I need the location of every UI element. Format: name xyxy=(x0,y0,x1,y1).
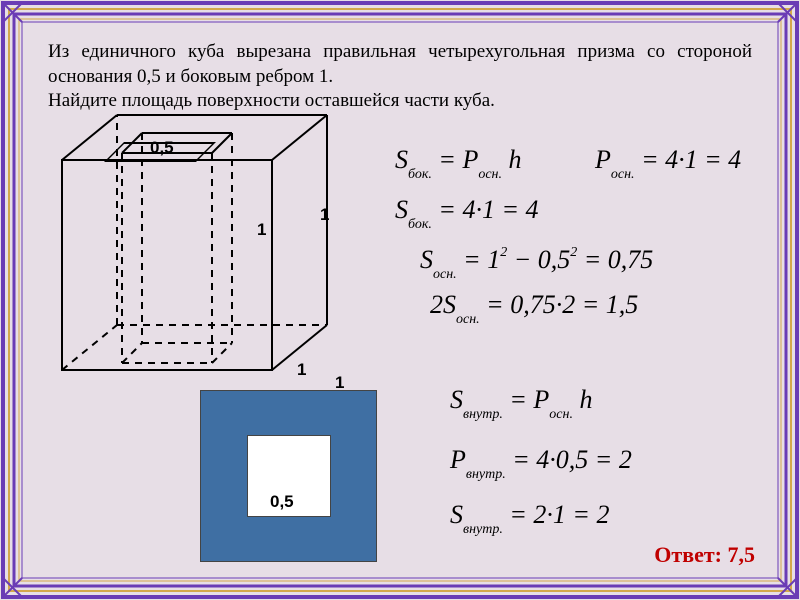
eq4: 2Sосн. = 0,75·2 = 1,5 xyxy=(430,290,638,324)
eq5: Sвнутр. = Pосн. h xyxy=(450,385,592,419)
label-edge1: 1 xyxy=(257,220,266,240)
cube-diagram: 0,5 1 1 1 1 xyxy=(42,105,352,385)
square-diagram: 0,5 xyxy=(200,390,375,560)
eq6: Pвнутр. = 4·0,5 = 2 xyxy=(450,445,632,479)
answer: Ответ: 7,5 xyxy=(654,542,755,568)
label-bottom1: 1 xyxy=(297,360,306,380)
label-hole: 0,5 xyxy=(150,138,174,158)
square-label: 0,5 xyxy=(270,492,294,512)
eq2: Sбок. = 4·1 = 4 xyxy=(395,195,539,229)
eq1a: Sбок. = Pосн. h xyxy=(395,145,522,179)
eq1b: Pосн. = 4·1 = 4 xyxy=(595,145,741,179)
problem-statement: Из единичного куба вырезана правильная ч… xyxy=(48,40,752,114)
label-edge2: 1 xyxy=(320,205,329,225)
slide-frame: Из единичного куба вырезана правильная ч… xyxy=(0,0,800,600)
eq7: Sвнутр. = 2·1 = 2 xyxy=(450,500,609,534)
cube-svg xyxy=(42,105,352,385)
problem-line1: Из единичного куба вырезана правильная ч… xyxy=(48,41,752,87)
eq3: Sосн. = 12 − 0,52 = 0,75 xyxy=(420,245,653,279)
